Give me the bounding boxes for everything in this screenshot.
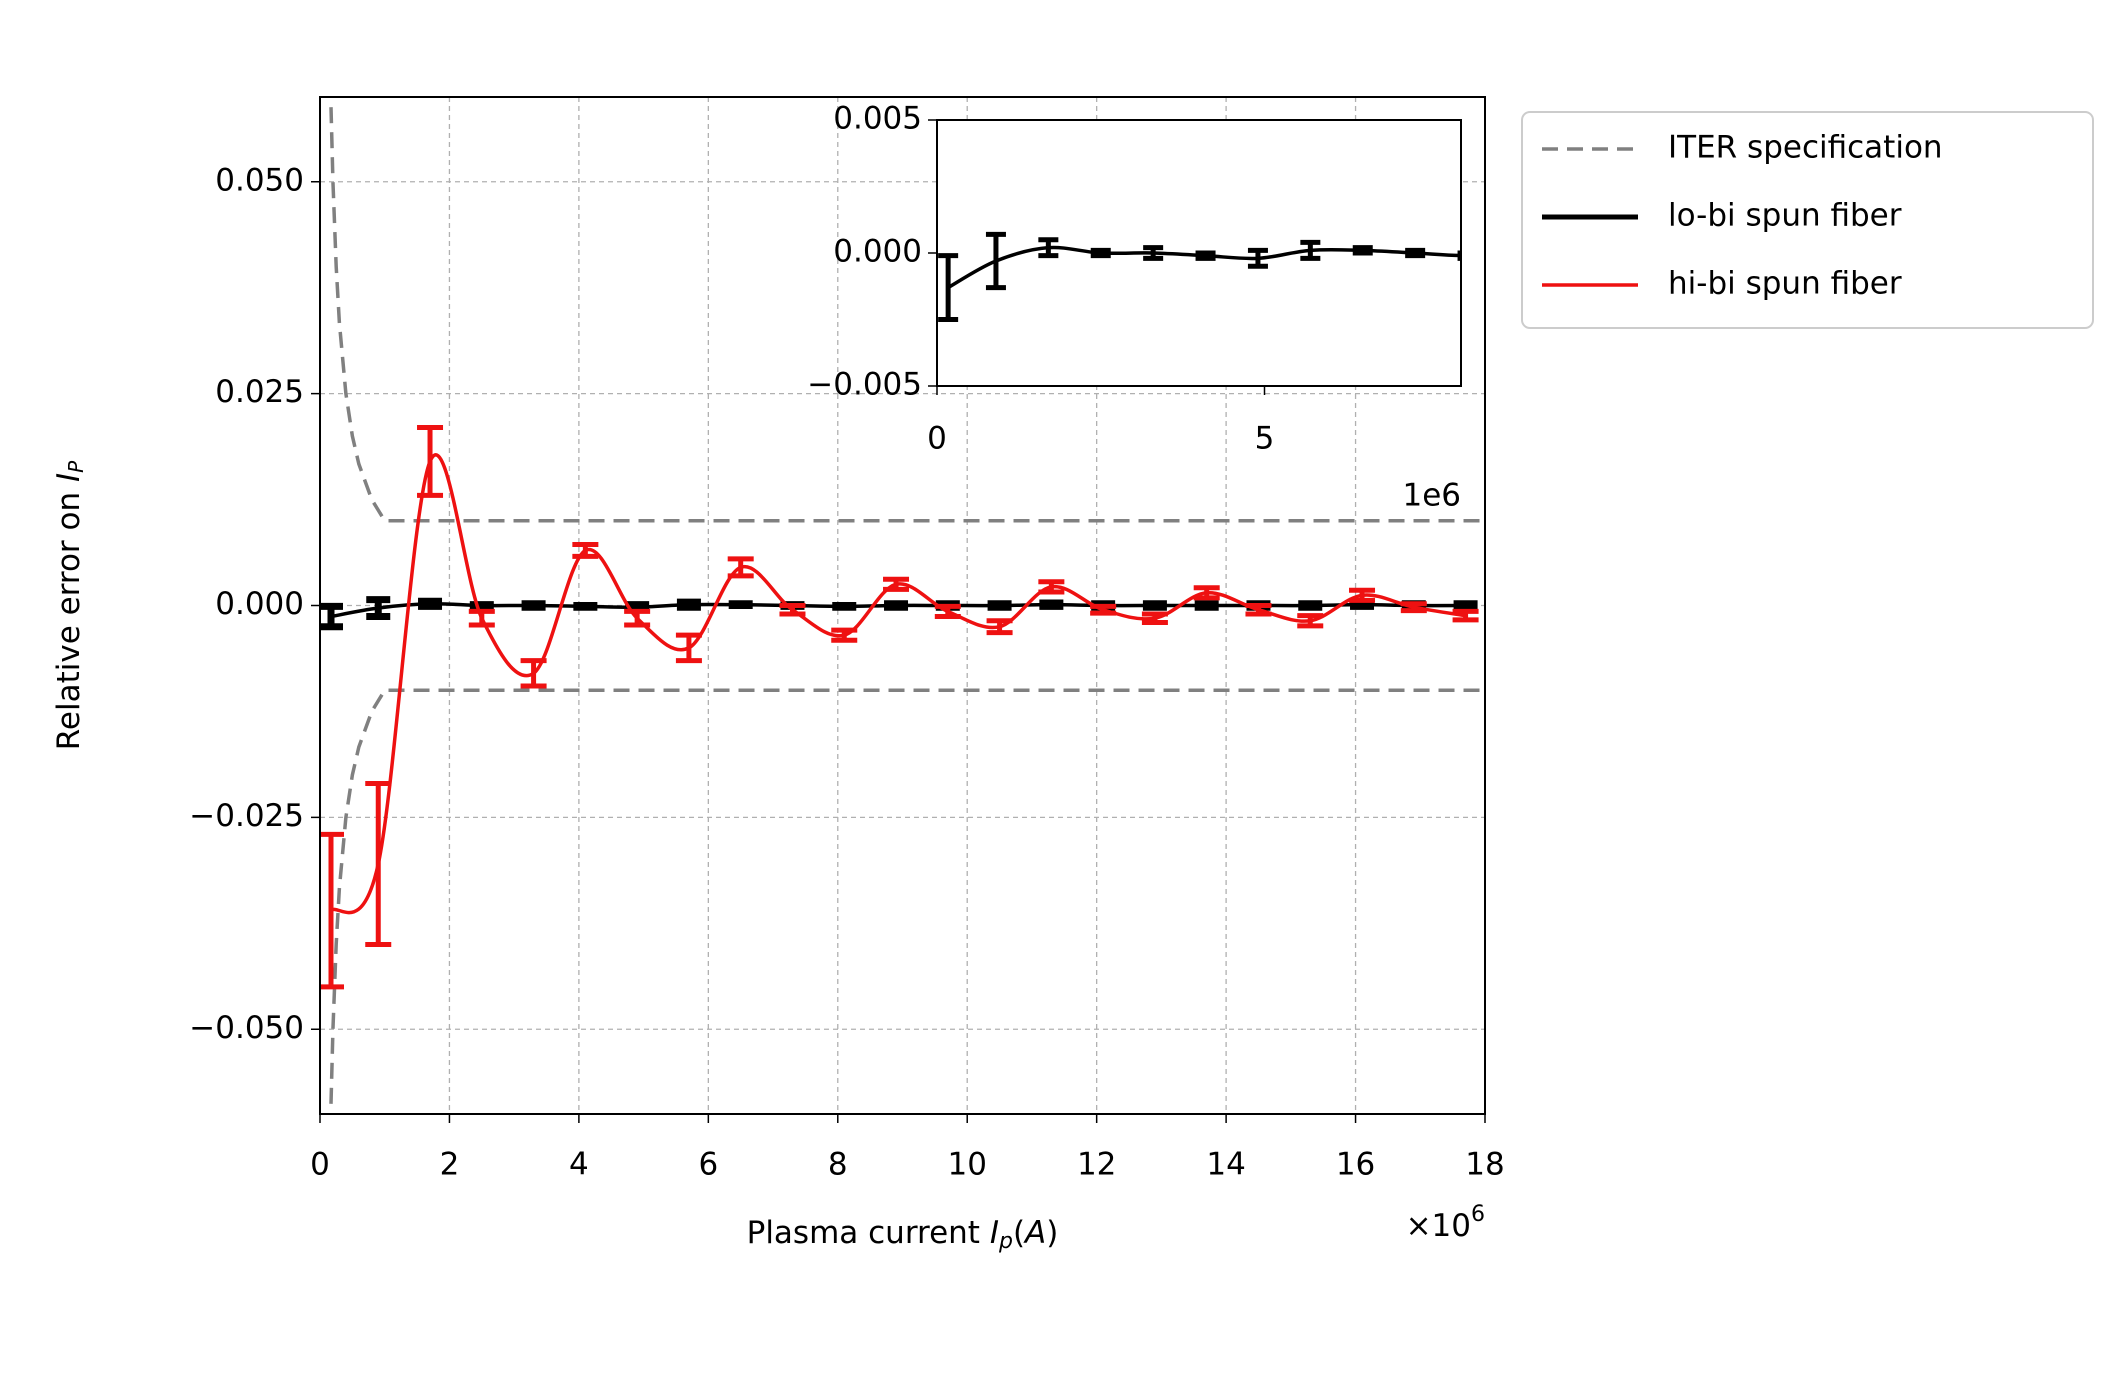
error-bar [468,608,495,628]
inset-x-offset-label: 1e6 [1402,478,1461,514]
error-bar [1352,245,1373,256]
error-bar [727,556,754,579]
inset-y-tick-label: 0.000 [833,234,922,270]
x-axis-label-part: I [990,1215,999,1251]
error-bar [987,600,1012,611]
x-tick-label: 14 [1206,1147,1245,1183]
error-bar [938,253,959,322]
x-tick-label: 2 [440,1147,460,1183]
error-bar [320,831,345,990]
error-bar [418,597,443,610]
error-bar [1349,587,1376,603]
y-tick-label: −0.025 [189,798,304,834]
error-bar [417,425,444,498]
error-bar [883,576,910,592]
error-bar [1300,239,1321,261]
series-line [329,453,1466,915]
error-bar [675,632,702,664]
error-bar [320,602,344,631]
x-tick-label: 16 [1336,1147,1375,1183]
x-offset-label: ×106 [1406,1202,1485,1244]
x-axis-label-part: A [1023,1215,1046,1251]
x-offset-exp: 6 [1471,1202,1485,1227]
x-offset-base: ×10 [1406,1208,1471,1244]
error-bar [520,658,547,689]
error-bar [365,780,392,947]
error-bar [832,602,857,611]
y-axis-label-part: P [64,460,88,473]
inset-plot-area [938,231,1461,322]
x-axis-label-part: Plasma current [747,1215,990,1251]
error-bar [1038,237,1059,259]
error-bar [728,600,753,609]
y-tick-label: 0.000 [215,586,304,622]
legend-label: ITER specification [1668,130,1943,166]
error-bar [1350,599,1375,610]
axes-frame [319,96,1486,1115]
y-tick-label: 0.025 [215,374,304,410]
error-bar [1297,613,1324,629]
y-axis-label-part: Relative error on [51,482,87,750]
x-axis-label-part: ) [1046,1215,1058,1251]
x-axis-label-part: ( [1013,1215,1025,1251]
series-line [947,245,1461,290]
legend-box [1521,111,2094,329]
error-bar [366,596,391,621]
x-tick-label: 6 [698,1147,718,1183]
error-bar [986,618,1013,636]
error-bar [1143,245,1164,261]
error-bar [1405,247,1426,259]
error-bar [1142,600,1167,611]
error-bar [985,231,1006,291]
error-bar [573,602,598,611]
legend-label: hi-bi spun fiber [1668,266,1902,302]
error-bar [934,603,961,620]
x-axis-label-part: p [998,1229,1013,1254]
error-bar [1195,250,1216,261]
error-bar [1194,600,1219,611]
error-bar [572,541,599,559]
error-bar [1400,601,1427,614]
x-tick-label: 4 [569,1147,589,1183]
plot-area [320,107,1485,1104]
error-bar [676,598,701,611]
error-bar [469,601,494,610]
series-line [329,688,1485,1104]
y-tick-label: 0.050 [215,162,304,198]
inset-y-tick-label: −0.005 [807,367,922,403]
error-bar [1247,247,1268,269]
error-bar [1245,603,1272,617]
error-bar [1090,603,1117,616]
error-bar [624,608,651,628]
x-tick-label: 12 [1077,1147,1116,1183]
y-tick-label: −0.050 [189,1010,304,1046]
error-bar [1453,600,1478,611]
error-bar [1452,608,1479,623]
error-bar [884,600,909,611]
error-bar [1298,600,1323,611]
inset-x-tick-label: 5 [1255,421,1275,457]
x-axis-label: Plasma current Ip(A) [747,1215,1059,1255]
x-tick-label: 18 [1465,1147,1504,1183]
x-tick-label: 0 [310,1147,330,1183]
y-axis-label: Relative error on IP [51,460,88,750]
inset-y-tick-label: 0.005 [833,101,922,137]
error-bar [521,600,546,611]
error-bar [1039,599,1064,610]
inset-x-tick-label: 0 [927,421,947,457]
inset-frame [936,119,1462,387]
legend-label: lo-bi spun fiber [1668,198,1902,234]
x-tick-label: 10 [947,1147,986,1183]
x-tick-label: 8 [828,1147,848,1183]
error-bar [1038,579,1065,595]
error-bar [779,603,806,617]
error-bar [1141,611,1168,625]
error-bar [1193,585,1220,601]
error-bar [1090,247,1111,259]
y-axis-label-part: I [51,473,87,482]
error-bar [831,627,858,643]
